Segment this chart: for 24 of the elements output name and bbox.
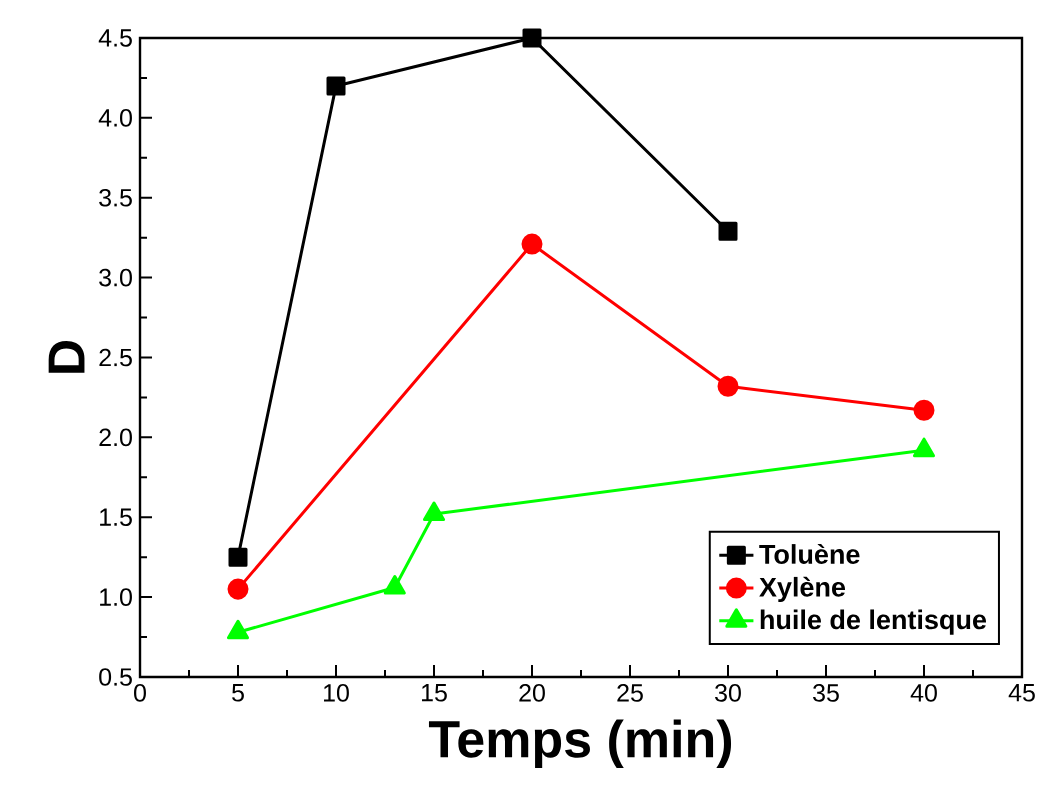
y-tick-label: 2.0 <box>99 428 132 447</box>
x-tick-label: 10 <box>324 684 349 702</box>
y-tick-label: 1.0 <box>100 588 132 606</box>
y-tick-label: 3.5 <box>99 188 132 207</box>
legend-label: Xylène <box>759 576 846 603</box>
y-tick-label: 4.5 <box>98 29 132 47</box>
x-axis-title: Temps (min) <box>428 719 732 768</box>
y-tick-label: 1.5 <box>100 508 132 526</box>
y-tick-label: 2.5 <box>99 348 132 367</box>
x-tick-label: 25 <box>617 684 643 702</box>
x-tick-label: 20 <box>519 684 545 702</box>
y-tick-label: 0.5 <box>99 668 132 686</box>
x-tick-label: 35 <box>813 684 839 702</box>
x-tick-label: 0 <box>134 684 146 702</box>
x-tick-label: 40 <box>910 684 937 702</box>
x-tick-label: 30 <box>715 684 741 702</box>
y-tick-label: 3.0 <box>99 268 132 287</box>
y-axis-title: D <box>48 340 85 373</box>
x-tick-label: 15 <box>422 684 447 702</box>
y-tick-label: 4.0 <box>98 109 132 127</box>
x-tick-label: 5 <box>232 684 244 702</box>
x-tick-label: 45 <box>1008 684 1035 702</box>
legend-label: huile de lentisque <box>760 609 987 635</box>
legend-label: Toluène <box>759 543 860 564</box>
